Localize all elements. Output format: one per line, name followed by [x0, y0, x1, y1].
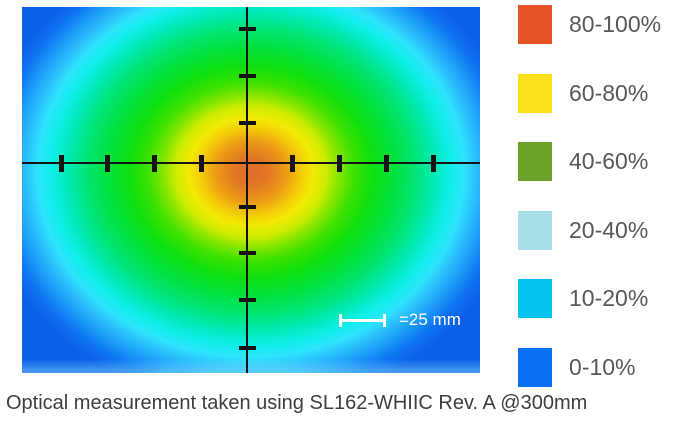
scale-bar-right-cap: [383, 314, 386, 327]
x-axis-tick: [336, 154, 342, 172]
x-axis-tick: [151, 154, 157, 172]
x-axis-tick: [289, 154, 295, 172]
legend-swatch-60-80: [518, 73, 552, 113]
x-axis-tick: [198, 154, 204, 172]
legend-label: 20-40%: [569, 216, 649, 243]
x-axis-tick: [104, 154, 110, 172]
scale-bar-line: [339, 319, 386, 322]
x-axis-tick: [383, 154, 389, 172]
legend-item: 80-100%: [518, 5, 661, 44]
legend-swatch-20-40: [518, 210, 552, 250]
y-axis-tick: [238, 27, 256, 31]
legend-swatch-0-10: [518, 347, 552, 387]
y-axis-tick: [238, 298, 256, 302]
legend-item: 10-20%: [518, 279, 661, 318]
y-axis-tick: [238, 74, 256, 78]
legend-label: 80-100%: [569, 11, 662, 37]
legend-label: 0-10%: [569, 353, 636, 380]
legend-item: 40-60%: [518, 142, 661, 181]
beam-profile-heatmap: =25 mm: [22, 7, 480, 373]
y-axis-line: [246, 7, 248, 373]
legend-label: 40-60%: [569, 148, 649, 174]
y-axis-tick: [238, 251, 256, 255]
legend-label: 10-20%: [569, 285, 649, 311]
x-axis-tick: [58, 154, 64, 172]
x-axis-line: [22, 162, 480, 164]
intensity-legend: 80-100% 60-80% 40-60% 20-40% 10-20% 0-10…: [518, 5, 661, 387]
y-axis-tick: [238, 205, 256, 209]
scale-bar-label: =25 mm: [399, 310, 461, 329]
legend-item: 0-10%: [518, 347, 661, 387]
legend-swatch-80-100: [518, 5, 552, 44]
legend-label: 60-80%: [569, 79, 649, 106]
legend-swatch-40-60: [518, 142, 552, 181]
legend-item: 60-80%: [518, 73, 661, 113]
figure-caption: Optical measurement taken using SL162-WH…: [6, 392, 588, 414]
legend-item: 20-40%: [518, 210, 661, 250]
y-axis-tick: [238, 121, 256, 125]
scale-bar: [339, 314, 386, 327]
y-axis-tick: [238, 346, 256, 350]
legend-swatch-10-20: [518, 279, 552, 318]
x-axis-tick: [430, 154, 436, 172]
